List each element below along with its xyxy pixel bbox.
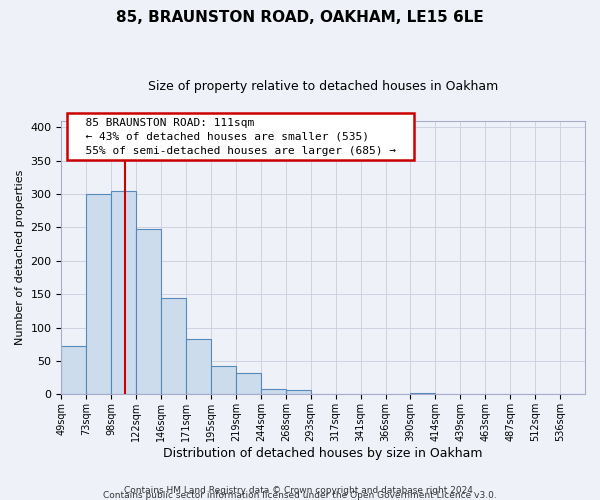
Bar bbox=[286, 390, 311, 394]
Bar bbox=[111, 190, 136, 394]
X-axis label: Distribution of detached houses by size in Oakham: Distribution of detached houses by size … bbox=[163, 447, 483, 460]
Bar bbox=[211, 366, 236, 394]
Y-axis label: Number of detached properties: Number of detached properties bbox=[15, 170, 25, 345]
Bar bbox=[236, 373, 261, 394]
Text: 85, BRAUNSTON ROAD, OAKHAM, LE15 6LE: 85, BRAUNSTON ROAD, OAKHAM, LE15 6LE bbox=[116, 10, 484, 25]
Title: Size of property relative to detached houses in Oakham: Size of property relative to detached ho… bbox=[148, 80, 499, 93]
Text: Contains public sector information licensed under the Open Government Licence v3: Contains public sector information licen… bbox=[103, 491, 497, 500]
Bar bbox=[410, 393, 436, 394]
Bar bbox=[86, 194, 111, 394]
Bar bbox=[186, 339, 211, 394]
Text: 85 BRAUNSTON ROAD: 111sqm
  ← 43% of detached houses are smaller (535)
  55% of : 85 BRAUNSTON ROAD: 111sqm ← 43% of detac… bbox=[72, 118, 409, 156]
Text: Contains HM Land Registry data © Crown copyright and database right 2024.: Contains HM Land Registry data © Crown c… bbox=[124, 486, 476, 495]
Bar bbox=[61, 346, 86, 395]
Bar bbox=[261, 389, 286, 394]
Bar bbox=[136, 229, 161, 394]
Bar bbox=[161, 298, 186, 394]
